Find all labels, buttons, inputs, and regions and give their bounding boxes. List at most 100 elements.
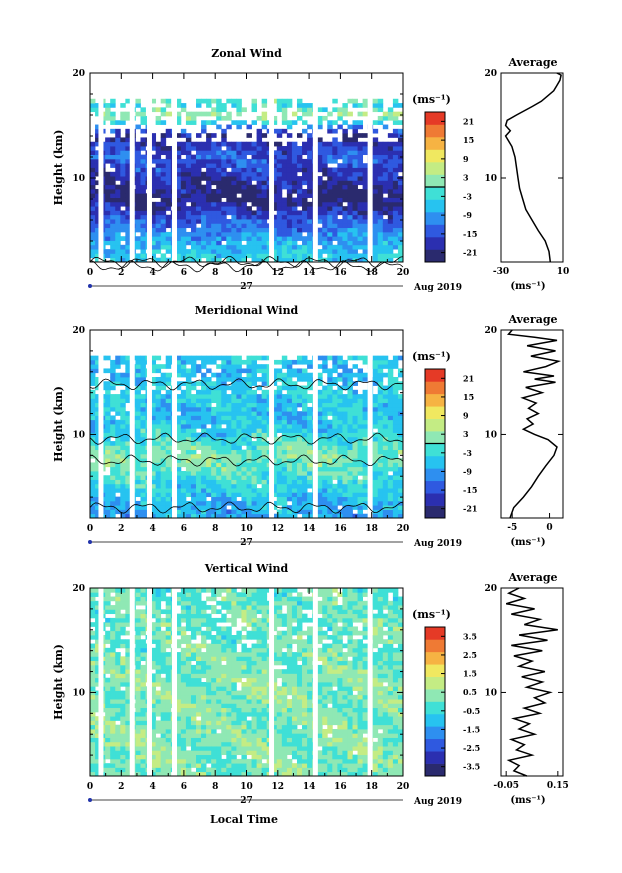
heat-cell: [357, 176, 364, 181]
heat-cell: [241, 171, 247, 177]
heat-cell: [135, 154, 141, 160]
heat-cell: [150, 441, 157, 446]
heat-cell: [221, 210, 227, 216]
heat-cell: [317, 240, 323, 246]
heat-cell: [125, 355, 131, 361]
heat-cell: [165, 746, 172, 751]
heat-cell: [362, 398, 369, 404]
heat-cell: [337, 492, 343, 498]
heat-cell: [150, 656, 157, 662]
heat-cell: [165, 724, 172, 730]
heat-cell: [95, 677, 101, 683]
heat-cell: [206, 184, 212, 190]
heat-cell: [185, 402, 192, 408]
zero-contour: [89, 501, 404, 514]
heat-cell: [135, 146, 141, 151]
heat-cell: [347, 458, 353, 463]
heat-cell: [357, 513, 364, 519]
heat-cell: [332, 475, 338, 480]
heat-cell: [296, 377, 303, 382]
heat-cell: [337, 201, 343, 207]
heat-cell: [271, 253, 278, 259]
heat-cell: [246, 227, 252, 233]
heat-cell: [377, 372, 384, 378]
heat-cell: [115, 214, 121, 220]
heat-cell: [190, 219, 197, 224]
heat-cell: [175, 428, 182, 433]
heat-cell: [95, 513, 101, 519]
heat-cell: [135, 622, 141, 627]
heat-cell: [256, 496, 263, 502]
heat-cell: [150, 639, 157, 644]
heat-cell: [140, 707, 146, 713]
colorbar-swatch: [425, 199, 445, 213]
heat-cell: [185, 479, 192, 485]
heat-cell: [155, 107, 162, 113]
heat-cell: [140, 479, 146, 485]
heat-cell: [216, 223, 222, 229]
heat-cell: [196, 167, 202, 173]
heat-cell: [211, 359, 217, 365]
heat-cell: [261, 372, 268, 378]
heat-cell: [135, 415, 141, 421]
heat-cell: [241, 458, 247, 463]
heat-cell: [90, 643, 96, 649]
heat-cell: [307, 385, 313, 391]
heat-cell: [236, 488, 242, 493]
heat-cell: [155, 355, 162, 361]
heat-cell: [226, 385, 232, 391]
heat-cell: [236, 509, 242, 515]
heat-cell: [397, 496, 404, 502]
heat-cell: [337, 462, 343, 468]
heat-cell: [271, 197, 278, 203]
heat-cell: [180, 428, 187, 433]
heat-cell: [110, 639, 116, 644]
heat-cell: [377, 389, 384, 395]
x-tick-label: 2: [118, 524, 124, 534]
heat-cell: [362, 253, 369, 259]
heat-cell: [196, 98, 202, 104]
heat-cell: [372, 249, 379, 254]
heat-cell: [105, 436, 111, 442]
heat-cell: [140, 767, 146, 773]
heat-cell: [286, 389, 293, 395]
heat-cell: [291, 389, 298, 395]
heat-cell: [332, 219, 338, 224]
heat-cell: [342, 394, 348, 399]
heat-cell: [120, 188, 126, 194]
heat-cell: [362, 171, 369, 177]
heat-cell: [150, 699, 157, 704]
heat-cell: [347, 167, 353, 173]
heat-cell: [160, 244, 167, 250]
heat-cell: [271, 424, 278, 429]
heat-cell: [231, 146, 237, 151]
heat-cell: [160, 180, 167, 186]
heat-cell: [387, 436, 394, 442]
heat-cell: [382, 180, 389, 186]
heat-cell: [160, 411, 167, 416]
heat-cell: [140, 223, 146, 229]
heat-cell: [95, 664, 101, 670]
heat-cell: [347, 394, 353, 399]
heat-cell: [165, 364, 172, 369]
heat-cell: [256, 500, 263, 506]
heat-cell: [377, 184, 384, 190]
heat-cell: [397, 462, 404, 468]
heat-cell: [231, 150, 237, 156]
heat-cell: [382, 488, 389, 493]
heat-cell: [125, 368, 131, 374]
heat-cell: [150, 686, 157, 691]
heat-cell: [221, 377, 227, 382]
heat-cell: [110, 475, 116, 480]
heat-cell: [251, 158, 257, 164]
heat-cell: [357, 163, 364, 168]
heat-cell: [180, 359, 187, 365]
heat-cell: [120, 466, 126, 472]
heat-cell: [382, 231, 389, 237]
heat-cell: [190, 193, 197, 198]
heat-cell: [226, 355, 232, 361]
heat-cell: [291, 483, 298, 489]
heat-cell: [307, 411, 313, 416]
heat-cell: [185, 158, 192, 164]
heat-cell: [211, 458, 217, 463]
